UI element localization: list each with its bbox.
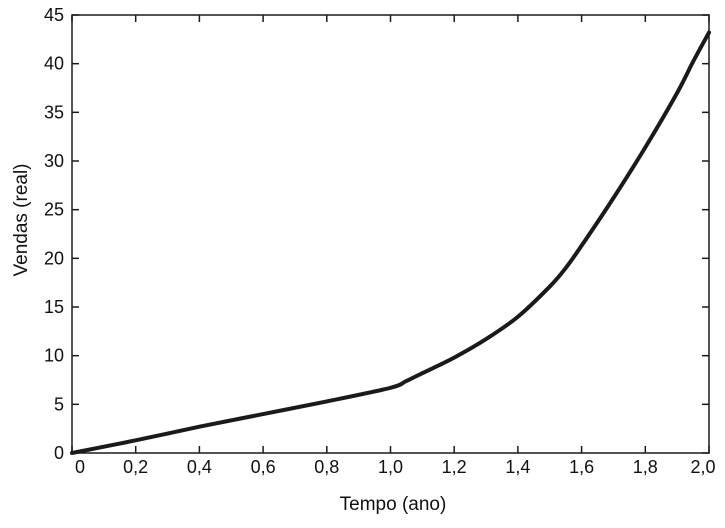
x-tick-label: 0,8	[314, 457, 339, 477]
y-tick-label: 45	[44, 5, 64, 25]
y-tick-label: 25	[44, 200, 64, 220]
series-layer	[70, 30, 711, 455]
y-tick-label: 15	[44, 297, 64, 317]
y-tick-label: 10	[44, 346, 64, 366]
series-line	[70, 30, 711, 455]
x-tick-label: 2,0	[690, 457, 715, 477]
x-tick-label: 1,0	[378, 457, 403, 477]
x-axis-ticks: 0 0,2 0,4 0,6 0,8 1,0 1,2 1,4 1,6 1,8 2,0	[71, 15, 716, 477]
y-tick-label: 30	[44, 151, 64, 171]
x-axis-label: Tempo (ano)	[340, 494, 447, 515]
y-axis-ticks: 0 5 10 15 20 25 30 35 40 45	[44, 5, 709, 463]
y-tick-label: 0	[54, 443, 64, 463]
y-tick-label: 40	[44, 54, 64, 74]
x-tick-label: 1,4	[505, 457, 530, 477]
x-tick-label: 1,2	[442, 457, 467, 477]
x-tick-label: 1,8	[633, 457, 658, 477]
y-tick-label: 5	[54, 394, 64, 414]
y-axis-label: Vendas (real)	[11, 163, 32, 276]
y-tick-label: 20	[44, 248, 64, 268]
x-tick-label: 0	[75, 457, 85, 477]
x-tick-label: 0,6	[251, 457, 276, 477]
x-tick-label: 1,6	[569, 457, 594, 477]
x-tick-label: 0,4	[187, 457, 212, 477]
x-tick-label: 0,2	[123, 457, 148, 477]
y-tick-label: 35	[44, 102, 64, 122]
